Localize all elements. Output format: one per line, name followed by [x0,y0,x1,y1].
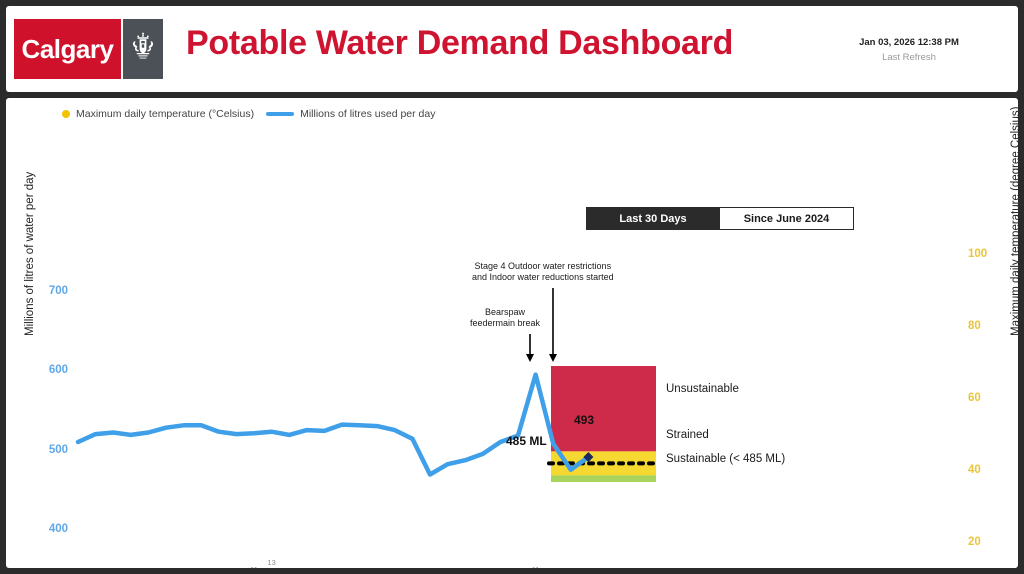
y-axis-left-tick: 600 [48,364,68,377]
last-refresh-timestamp: Jan 03, 2026 12:38 PM [859,37,959,48]
legend-water-marker-icon [266,112,295,116]
y-axis-left-tick: 400 [48,522,68,535]
dashboard-header: Calgary [6,6,1018,92]
toggle-last-30-days[interactable]: Last 30 Days [586,207,720,230]
y-axis-right-tick: 20 [968,536,981,548]
temperature-value-label: 11 [524,565,548,568]
last-refresh-block: Jan 03, 2026 12:38 PM Last Refresh [824,36,994,66]
y-axis-left-tick: 500 [48,443,68,456]
annotation-stage-4-line1: Stage 4 Outdoor water restrictions [474,261,612,271]
logo-wordmark-text: Calgary [21,33,114,64]
bearspaw-arrow-icon [526,354,534,362]
chart-legend: Maximum daily temperature (°Celsius) Mil… [62,108,436,120]
zone-label-sustainable: Sustainable (< 485 ML) [666,453,786,465]
chart-panel: Maximum daily temperature (°Celsius) Mil… [6,98,1018,568]
y-axis-right-tick: 60 [968,392,981,404]
zone-band-unsustainable [551,366,656,452]
zone-label-strained: Strained [666,429,709,441]
calgary-logo: Calgary [14,19,163,79]
toggle-since-june-2024[interactable]: Since June 2024 [720,207,854,230]
legend-temperature-marker-icon [62,110,70,118]
page-title: Potable Water Demand Dashboard [186,24,734,62]
y-axis-right-tick: 40 [968,464,981,476]
chart-plot-area [75,288,660,482]
threshold-value-label: 485 ML [506,434,547,448]
temperature-value-label: 11 [242,565,266,568]
stage-4-arrow-icon [549,354,557,362]
last-data-point-marker [583,452,594,463]
last-refresh-label: Last Refresh [882,52,936,63]
zone-label-unsustainable: Unsustainable [666,383,739,395]
calgary-crest-icon [132,32,154,59]
range-toggle-group[interactable]: Last 30 Days Since June 2024 [586,207,854,230]
annotation-bearspaw-line2: feedermain break [470,318,541,328]
water-demand-line [75,372,591,477]
last-value-label: 493 [574,413,595,427]
y-axis-right-tick: 80 [968,320,981,332]
annotation-stage-4-restrictions: Stage 4 Outdoor water restrictions and I… [472,261,614,283]
logo-crest-block [123,19,163,79]
y-axis-right-tick: 100 [968,248,988,260]
temperature-value-label: 13 [267,558,276,568]
legend-item-temperature: Maximum daily temperature (°Celsius) [76,108,255,120]
annotation-bearspaw-break: Bearspaw feedermain break [470,307,540,329]
annotation-bearspaw-line1: Bearspaw [485,307,526,317]
legend-item-water: Millions of litres used per day [300,108,436,120]
y-axis-left-tick: 700 [48,285,68,297]
zone-band-sustainable [551,475,656,482]
logo-wordmark-block: Calgary [14,19,121,79]
annotation-stage-4-line2: and Indoor water reductions started [472,272,614,282]
